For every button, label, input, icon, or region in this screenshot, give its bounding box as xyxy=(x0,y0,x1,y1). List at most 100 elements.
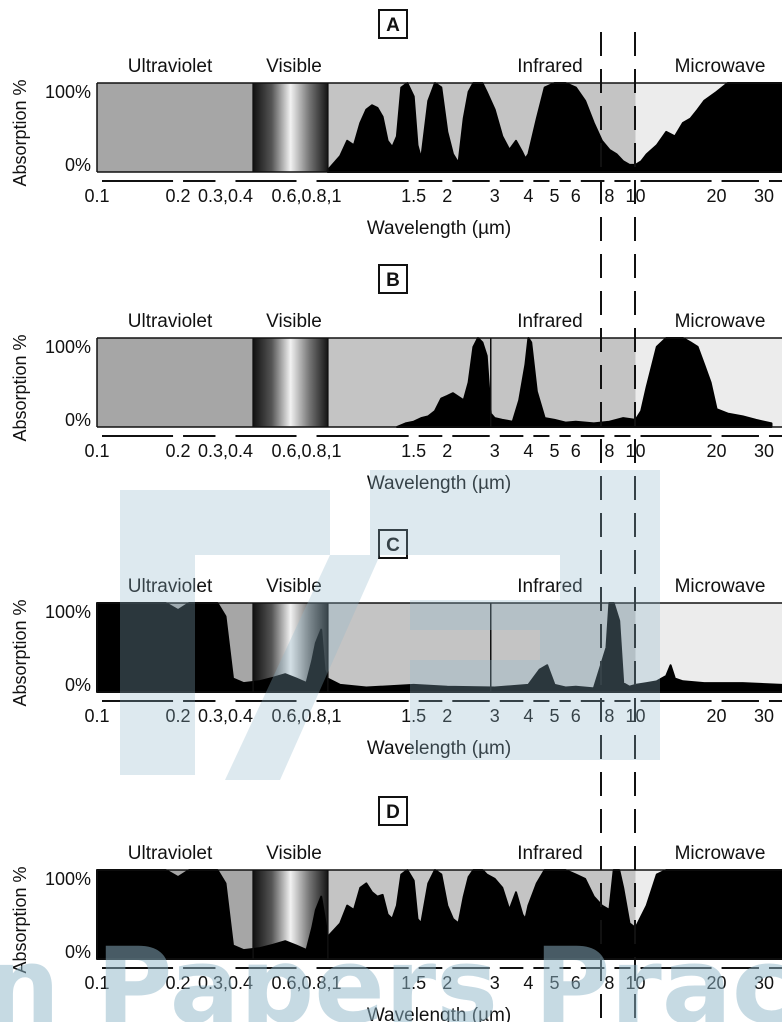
absorption-area xyxy=(326,82,782,173)
x-tick-label: 4 xyxy=(523,706,533,726)
x-tick-label: 0.6,0.8,1 xyxy=(271,186,341,206)
x-tick-label: 3 xyxy=(490,441,500,461)
x-tick-gap xyxy=(489,433,500,441)
x-axis-label: Wavelength (µm) xyxy=(367,473,511,494)
x-tick-gap xyxy=(408,698,419,706)
x-tick-gap xyxy=(711,178,722,186)
x-tick-label: 0.3,0.4 xyxy=(198,706,253,726)
region-band-infrared xyxy=(327,603,636,692)
x-axis-label: Wavelength (µm) xyxy=(367,1005,511,1022)
x-tick-label: 20 xyxy=(707,186,727,206)
x-tick-gap xyxy=(442,698,453,706)
x-tick-label: 1.5 xyxy=(401,706,426,726)
x-tick-gap xyxy=(442,433,453,441)
region-band-ultraviolet xyxy=(97,83,254,172)
x-tick-label: 8 xyxy=(604,973,614,993)
region-label-infrared: Infrared xyxy=(517,843,582,864)
x-tick-gap xyxy=(711,433,722,441)
x-tick-gap xyxy=(408,178,419,186)
region-label-ultraviolet: Ultraviolet xyxy=(128,843,213,864)
x-tick-label: 0.1 xyxy=(84,973,109,993)
x-tick-gap xyxy=(296,965,317,973)
x-tick-gap xyxy=(758,698,769,706)
x-tick-label: 2 xyxy=(442,973,452,993)
x-tick-label: 2 xyxy=(442,441,452,461)
x-tick-label: 20 xyxy=(707,706,727,726)
x-tick-label: 0.1 xyxy=(84,186,109,206)
x-tick-label: 0.2 xyxy=(166,186,191,206)
x-tick-gap xyxy=(570,698,581,706)
x-tick-label: 8 xyxy=(604,706,614,726)
x-tick-gap xyxy=(758,178,769,186)
x-tick-label: 10 xyxy=(625,973,645,993)
region-label-microwave: Microwave xyxy=(675,311,766,332)
x-tick-label: 3 xyxy=(490,973,500,993)
x-tick-label: 4 xyxy=(523,441,533,461)
region-label-visible: Visible xyxy=(266,843,322,864)
region-label-visible: Visible xyxy=(266,311,322,332)
x-tick-gap xyxy=(173,698,184,706)
panel-A: 0.10.20.3,0.40.6,0.8,11.5234568102030Wav… xyxy=(10,9,782,239)
x-tick-label: 8 xyxy=(604,441,614,461)
x-tick-gap xyxy=(630,433,641,441)
x-tick-gap xyxy=(92,433,102,441)
x-tick-gap xyxy=(489,698,500,706)
region-label-ultraviolet: Ultraviolet xyxy=(128,311,213,332)
x-tick-gap xyxy=(296,178,317,186)
absorption-area xyxy=(96,602,782,693)
x-tick-gap xyxy=(523,433,534,441)
x-tick-gap xyxy=(215,698,236,706)
x-tick-gap xyxy=(489,178,500,186)
y-axis-label: Absorption % xyxy=(10,334,30,441)
x-tick-label: 8 xyxy=(604,186,614,206)
x-tick-label: 0.3,0.4 xyxy=(198,186,253,206)
x-tick-gap xyxy=(296,698,317,706)
x-tick-label: 0.2 xyxy=(166,441,191,461)
x-tick-gap xyxy=(92,965,102,973)
x-tick-label: 5 xyxy=(549,441,559,461)
panel-label-box xyxy=(378,529,408,559)
region-label-infrared: Infrared xyxy=(517,56,582,77)
x-tick-gap xyxy=(215,178,236,186)
x-tick-gap xyxy=(408,433,419,441)
x-tick-gap xyxy=(523,178,534,186)
region-band-visible xyxy=(253,338,328,427)
x-tick-gap xyxy=(489,965,500,973)
x-tick-label: 0.2 xyxy=(166,973,191,993)
x-tick-label: 20 xyxy=(707,441,727,461)
x-tick-gap xyxy=(549,433,560,441)
x-tick-label: 5 xyxy=(549,186,559,206)
y-tick-label: 100% xyxy=(45,602,91,622)
region-band-microwave xyxy=(635,603,782,692)
y-axis-label: Absorption % xyxy=(10,79,30,186)
panel-label-box xyxy=(378,264,408,294)
x-tick-label: 30 xyxy=(754,973,774,993)
x-tick-gap xyxy=(604,433,615,441)
x-tick-gap xyxy=(296,433,317,441)
region-label-ultraviolet: Ultraviolet xyxy=(128,576,213,597)
region-label-infrared: Infrared xyxy=(517,311,582,332)
x-tick-gap xyxy=(92,698,102,706)
y-axis-label: Absorption % xyxy=(10,599,30,706)
panel-C: 0.10.20.3,0.40.6,0.8,11.5234568102030Wav… xyxy=(10,529,782,759)
x-tick-label: 1.5 xyxy=(401,441,426,461)
x-tick-gap xyxy=(523,698,534,706)
absorption-area xyxy=(395,337,773,428)
x-tick-label: 30 xyxy=(754,441,774,461)
panel-D: 0.1 0.2 0.3,0.4 0.6,0.8,1 1.5 2 3 4 5 6 8 10 20 30 Wav… xyxy=(10,796,782,1022)
y-tick-label: 0% xyxy=(65,410,91,430)
x-tick-gap xyxy=(570,965,581,973)
region-band-visible xyxy=(253,83,328,172)
x-tick-label: 0.6,0.8,1 xyxy=(271,441,341,461)
y-tick-label: 0% xyxy=(65,155,91,175)
x-tick-gap xyxy=(758,965,769,973)
x-axis-label: Wavelength (µm) xyxy=(367,738,511,759)
x-tick-label: 0.2 xyxy=(166,706,191,726)
x-tick-label: 6 xyxy=(571,186,581,206)
x-tick-gap xyxy=(408,965,419,973)
x-tick-gap xyxy=(549,698,560,706)
absorption-area xyxy=(96,869,782,960)
x-tick-label: 0.3,0.4 xyxy=(198,441,253,461)
x-tick-label: 2 xyxy=(442,706,452,726)
x-tick-label: 0.1 xyxy=(84,706,109,726)
